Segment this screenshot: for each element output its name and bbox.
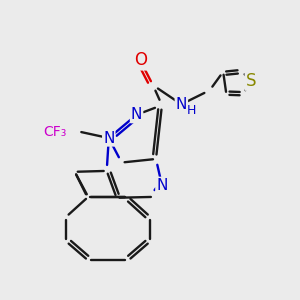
Text: N: N	[131, 107, 142, 122]
Text: N: N	[103, 130, 115, 146]
Text: H: H	[187, 104, 196, 117]
Text: N: N	[156, 178, 168, 193]
Text: CF₃: CF₃	[43, 125, 66, 139]
Text: S: S	[246, 72, 256, 90]
Text: N: N	[176, 97, 187, 112]
Text: O: O	[134, 51, 147, 69]
